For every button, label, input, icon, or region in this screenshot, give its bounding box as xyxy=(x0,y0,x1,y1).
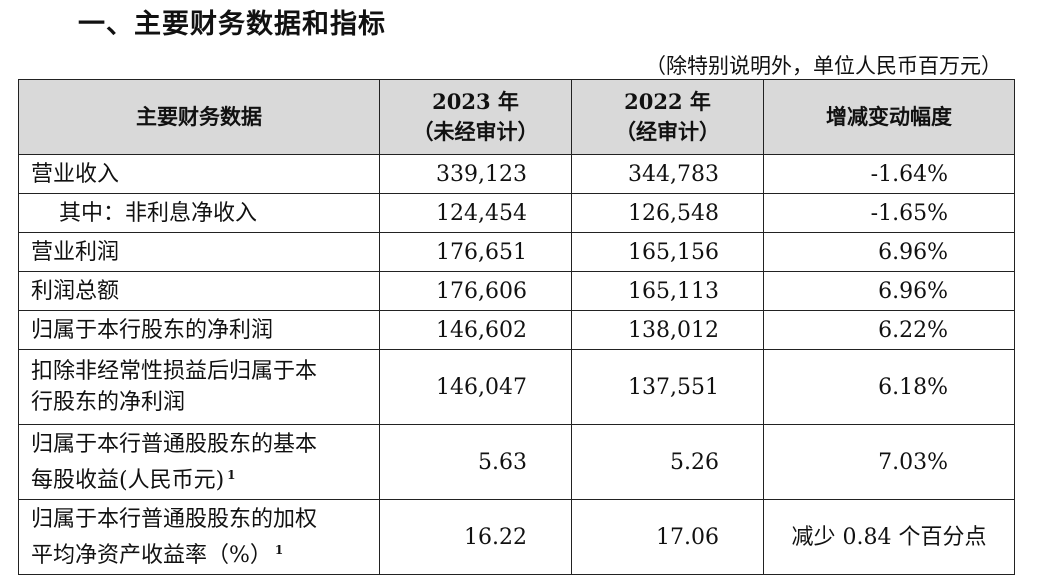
row-label-line1: 归属于本行普通股股东的加权 xyxy=(31,506,318,532)
row-label-line2: 每股收益(人民币元) xyxy=(31,467,225,493)
table-row: 营业收入 339,123 344,783 -1.64% xyxy=(18,154,1015,194)
value-2023: 16.22 xyxy=(379,499,572,575)
row-label: 归属于本行普通股股东的加权 平均净资产收益率（%） 1 xyxy=(18,499,380,575)
header-main-data: 主要财务数据 xyxy=(18,79,380,155)
change-value: 6.18% xyxy=(763,349,1015,425)
table-row: 利润总额 176,606 165,113 6.96% xyxy=(18,271,1015,311)
row-label-line1: 归属于本行普通股股东的基本 xyxy=(31,431,318,457)
row-label-line2: 行股东的净利润 xyxy=(31,390,186,415)
change-value: -1.65% xyxy=(763,193,1015,233)
header-2022-audit: （经审计） xyxy=(615,120,720,144)
row-label: 归属于本行股东的净利润 xyxy=(18,310,380,350)
value-2022: 17.06 xyxy=(571,499,764,575)
row-label-line1: 扣除非经常性损益后归属于本 xyxy=(31,359,318,384)
value-2022: 137,551 xyxy=(571,349,764,425)
change-value: 6.22% xyxy=(763,310,1015,350)
footnote-marker: 1 xyxy=(227,467,236,482)
row-label-line2-wrap: 平均净资产收益率（%） 1 xyxy=(31,535,371,571)
change-value: 减少 0.84 个百分点 xyxy=(763,499,1015,575)
value-2023: 176,606 xyxy=(379,271,572,311)
row-label: 归属于本行普通股股东的基本 每股收益(人民币元) 1 xyxy=(18,424,380,500)
change-value: 6.96% xyxy=(763,271,1015,311)
financial-data-table: 主要财务数据 2023 年 （未经审计） 2022 年 （经审计） 增减变动幅度… xyxy=(18,79,1015,575)
table-row: 归属于本行普通股股东的加权 平均净资产收益率（%） 1 16.22 17.06 减… xyxy=(18,499,1015,575)
row-label: 利润总额 xyxy=(18,271,380,311)
value-2023: 146,047 xyxy=(379,349,572,425)
change-value: 7.03% xyxy=(763,424,1015,500)
table-row: 营业利润 176,651 165,156 6.96% xyxy=(18,232,1015,272)
row-label: 营业利润 xyxy=(18,232,380,272)
row-label: 其中：非利息净收入 xyxy=(18,193,380,233)
value-2022: 165,113 xyxy=(571,271,764,311)
value-2022: 138,012 xyxy=(571,310,764,350)
unit-note: （除特别说明外，单位人民币百万元） xyxy=(645,54,1002,78)
value-2023: 146,602 xyxy=(379,310,572,350)
header-2022-year: 2022 年 xyxy=(624,89,711,114)
value-2023: 5.63 xyxy=(379,424,572,500)
value-2023: 339,123 xyxy=(379,154,572,194)
value-2022: 126,548 xyxy=(571,193,764,233)
table-row: 归属于本行普通股股东的基本 每股收益(人民币元) 1 5.63 5.26 7.03… xyxy=(18,424,1015,500)
change-value: -1.64% xyxy=(763,154,1015,194)
change-value: 6.96% xyxy=(763,232,1015,272)
header-2023-audit: （未经审计） xyxy=(412,120,539,144)
header-change: 增减变动幅度 xyxy=(763,79,1015,155)
footnote-marker: 1 xyxy=(274,542,284,557)
table-row: 扣除非经常性损益后归属于本 行股东的净利润 146,047 137,551 6.… xyxy=(18,349,1015,425)
header-2023: 2023 年 （未经审计） xyxy=(379,79,572,155)
table-row: 其中：非利息净收入 124,454 126,548 -1.65% xyxy=(18,193,1015,233)
table-row: 归属于本行股东的净利润 146,602 138,012 6.22% xyxy=(18,310,1015,350)
value-2022: 5.26 xyxy=(571,424,764,500)
table-header-row: 主要财务数据 2023 年 （未经审计） 2022 年 （经审计） 增减变动幅度 xyxy=(18,79,1015,155)
row-label-line2-wrap: 每股收益(人民币元) 1 xyxy=(31,460,371,496)
value-2022: 344,783 xyxy=(571,154,764,194)
value-2022: 165,156 xyxy=(571,232,764,272)
value-2023: 176,651 xyxy=(379,232,572,272)
header-2023-year: 2023 年 xyxy=(432,89,519,114)
header-2022: 2022 年 （经审计） xyxy=(571,79,764,155)
row-label: 扣除非经常性损益后归属于本 行股东的净利润 xyxy=(18,349,380,425)
row-label-line2: 平均净资产收益率（%） xyxy=(31,542,272,568)
row-label: 营业收入 xyxy=(18,154,380,194)
section-title: 一、主要财务数据和指标 xyxy=(78,9,386,40)
value-2023: 124,454 xyxy=(379,193,572,233)
